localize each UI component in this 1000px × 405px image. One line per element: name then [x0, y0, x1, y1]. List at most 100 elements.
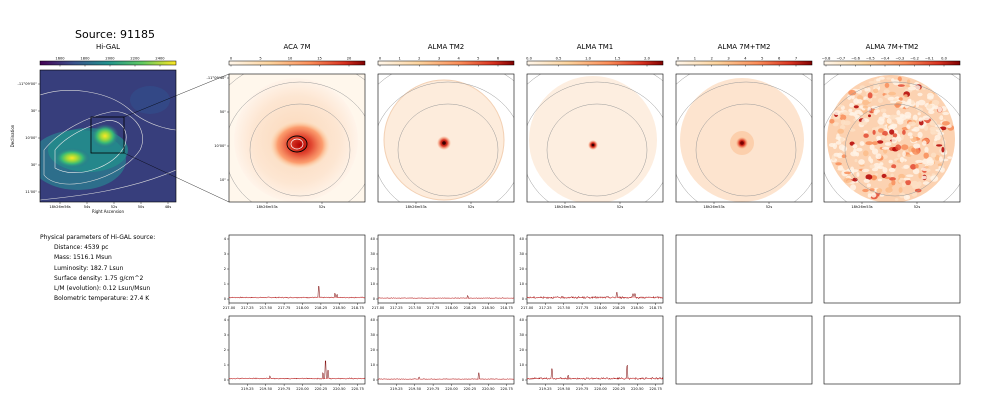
empty-spectrum-7m-tm2-row1	[675, 234, 813, 304]
xtick-label: 217.25	[539, 306, 552, 310]
speckle	[913, 126, 920, 132]
xtick-label: 218.00	[445, 306, 458, 310]
spectrum-panel: 0 10 20 30 40 219.25 219.50 219.75 220.00 220.25 2…	[519, 315, 664, 391]
speckle	[853, 98, 859, 105]
speckle	[876, 135, 881, 141]
speckle	[928, 110, 935, 115]
speckle	[859, 121, 868, 126]
speckle	[861, 168, 870, 173]
xtick-label: 18h26m53s	[256, 205, 277, 209]
speckle	[941, 121, 950, 126]
xtick-label: 220.25	[613, 387, 626, 391]
colorbar-tick-label: 3	[438, 57, 440, 61]
xtick-label: 220.75	[649, 387, 662, 391]
spectrum-line	[377, 294, 515, 299]
speckle	[876, 188, 883, 193]
ytick-label: 20	[370, 348, 375, 352]
xtick-label: 18h26m53s	[703, 205, 724, 209]
speckle	[941, 139, 947, 145]
ytick-label: 10	[519, 282, 524, 286]
ytick-label: 0	[224, 378, 227, 382]
ytick-label: -11°09'00"	[18, 82, 38, 86]
colorbar-7m-tm2-residual	[823, 60, 961, 66]
speckle	[831, 154, 836, 161]
speckle	[894, 103, 902, 107]
speckle	[922, 140, 927, 146]
colorbar-tick-label: −0.6	[851, 57, 860, 61]
speckle	[897, 76, 902, 82]
zoom-line-top	[123, 73, 230, 118]
colorbar-aca7m	[228, 60, 366, 66]
spectrum-frame	[377, 234, 515, 304]
ytick-label: 40	[370, 318, 375, 322]
ytick-label: 10	[519, 363, 524, 367]
speckle	[941, 146, 945, 153]
speckle	[856, 89, 862, 94]
speckle	[889, 129, 895, 135]
speckle	[917, 131, 923, 139]
ytick-label: 40	[519, 237, 524, 241]
speckle	[926, 174, 931, 181]
colorbar-ticks-higal: 1600 1800 2000 2200 2400	[55, 57, 165, 67]
ytick-label: 30	[519, 252, 524, 256]
speckle	[903, 94, 908, 98]
xtick-label: 218.25	[315, 306, 328, 310]
colorbar-tick-label: 15	[317, 57, 322, 61]
colorbar-tick-label: 3	[727, 57, 729, 61]
panel-title-7m-tm2: ALMA 7M+TM2	[717, 43, 771, 51]
ytick-label: 0	[522, 297, 525, 301]
speckle	[872, 95, 877, 99]
speckle	[844, 171, 852, 175]
speckle	[840, 119, 846, 126]
speckle	[872, 129, 876, 135]
speckle	[907, 98, 912, 105]
higal-ylabel: Declination	[10, 124, 15, 147]
speckle	[881, 173, 887, 179]
speckle	[937, 106, 943, 113]
panel-title-7m-tm2-residual: ALMA 7M+TM2	[865, 43, 919, 51]
speckle	[882, 154, 888, 159]
speckle	[871, 192, 877, 198]
colorbar-tick-label: 6	[778, 57, 781, 61]
speckle	[873, 88, 879, 94]
speckle	[888, 167, 896, 173]
colorbar-tm2	[377, 60, 515, 66]
xtick-label: 220.50	[482, 387, 495, 391]
physical-parameters: Physical parameters of Hi-GAL source: Di…	[40, 233, 155, 304]
speckle	[849, 102, 855, 108]
speckle	[898, 179, 902, 183]
speckle	[935, 168, 943, 172]
image-xticks: 18h26m53s 52s 18h26m53s 52s 18h26m53s 52s 18h2…	[256, 202, 920, 209]
ytick-label: 10"	[220, 178, 227, 182]
ytick-label: 2	[224, 267, 226, 271]
xtick-label: 217.25	[390, 306, 403, 310]
speckle	[926, 160, 935, 166]
speckle	[836, 133, 840, 139]
speckle	[897, 153, 901, 158]
speckle	[832, 122, 839, 127]
xtick-label: 48s	[165, 205, 172, 209]
speckle	[851, 94, 855, 100]
speckle	[886, 77, 891, 80]
speckle	[898, 173, 905, 179]
colorbar-tick-label: 1.0	[585, 57, 591, 61]
speckle	[848, 89, 857, 96]
colorbar-ticks-7m-tm2-residual: −0.8 −0.7 −0.6 −0.5 −0.4 −0.3 −0.2 −0.1 0.0	[822, 57, 948, 67]
speckle	[877, 118, 885, 125]
speckle	[840, 137, 844, 143]
speckle	[862, 188, 869, 193]
ytick-label: 4	[224, 237, 227, 241]
colorbar-tick-label: 1.5	[615, 57, 621, 61]
speckle	[833, 152, 840, 157]
colorbar-tick-label: 4	[458, 57, 461, 61]
xtick-label: 220.00	[445, 387, 458, 391]
speckle	[892, 133, 898, 138]
speckle	[866, 183, 872, 188]
speckle	[841, 145, 848, 152]
higal-xlabel: Right Ascension	[92, 209, 124, 214]
speckle	[914, 85, 921, 91]
speckle	[912, 168, 920, 175]
xtick-label: 219.75	[278, 387, 291, 391]
spectrum-frame	[228, 315, 366, 385]
